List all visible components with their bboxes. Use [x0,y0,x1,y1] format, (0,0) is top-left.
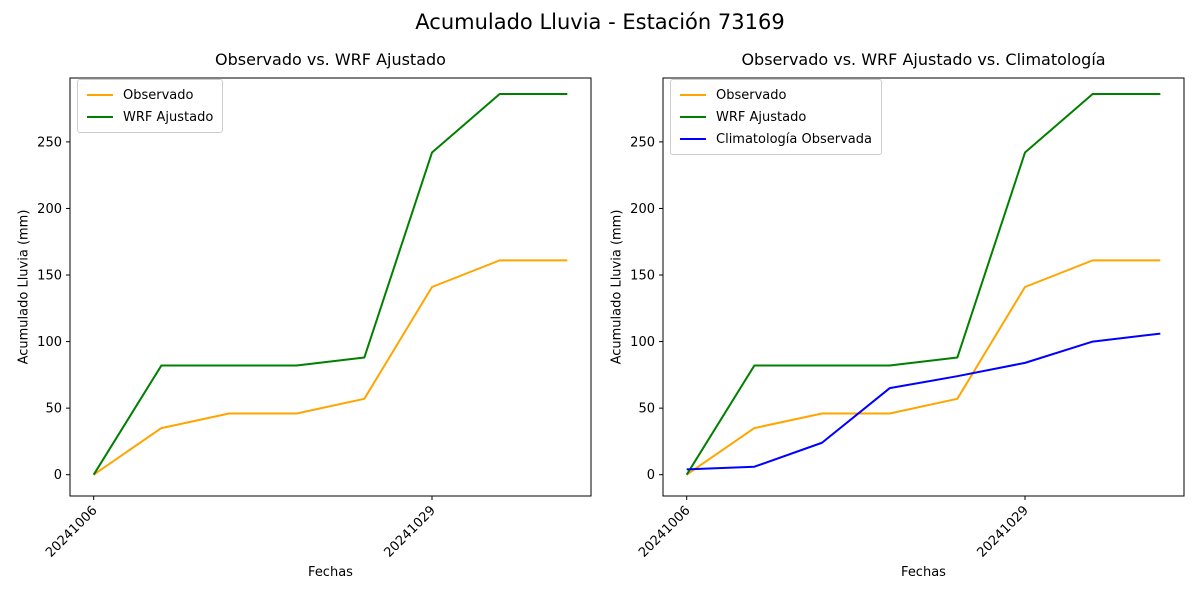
right-chart-title: Observado vs. WRF Ajustado vs. Climatolo… [741,50,1106,69]
x-tick-label: 20241029 [974,503,1031,560]
legend-line-sample [87,94,113,96]
legend-item: Observado [680,84,872,106]
right-legend: Observado WRF Ajustado Climatología Observ… [670,79,882,155]
y-tick-label: 200 [630,202,655,217]
left-x-axis-label: Fechas [308,565,353,580]
legend-line-sample [680,116,706,118]
legend-item: WRF Ajustado [680,106,872,128]
left-y-axis-label: Acumulado Lluvia (mm) [16,209,32,365]
y-tick-label: 0 [54,468,62,483]
figure-title: Acumulado Lluvia - Estación 73169 [415,10,785,34]
right-y-axis-label: Acumulado Lluvia (mm) [609,209,625,365]
legend-label: WRF Ajustado [716,109,807,125]
legend-label: Climatología Observada [716,131,872,147]
legend-label: WRF Ajustado [123,109,214,125]
legend-label: Observado [123,87,194,103]
series-line [686,332,1161,471]
x-tick-label: 20241006 [43,503,100,560]
y-tick-label: 100 [630,335,655,350]
y-tick-label: 250 [630,135,655,150]
left-legend: Observado WRF Ajustado [77,79,224,133]
legend-line-sample [680,94,706,96]
y-tick-label: 150 [630,269,655,284]
legend-item: WRF Ajustado [87,106,213,128]
legend-line-sample [680,138,706,140]
series-line [92,92,568,476]
legend-line-sample [87,116,113,118]
series-line [685,92,1161,476]
series-line [686,259,1161,476]
right-x-axis-label: Fechas [901,565,946,580]
left-chart-title: Observado vs. WRF Ajustado [215,50,446,69]
y-tick-label: 50 [638,402,655,417]
y-tick-label: 250 [37,135,62,150]
legend-item: Climatología Observada [680,128,872,150]
x-tick-label: 20241006 [636,503,693,560]
y-tick-label: 0 [647,468,655,483]
y-tick-label: 100 [37,335,62,350]
axes-frame [69,77,592,497]
y-tick-label: 50 [45,402,62,417]
legend-label: Observado [716,87,787,103]
x-tick-label: 20241029 [381,503,438,560]
y-tick-label: 150 [37,269,62,284]
legend-item: Observado [87,84,213,106]
series-line [93,259,568,476]
axes-frame [662,77,1185,497]
y-tick-label: 200 [37,202,62,217]
